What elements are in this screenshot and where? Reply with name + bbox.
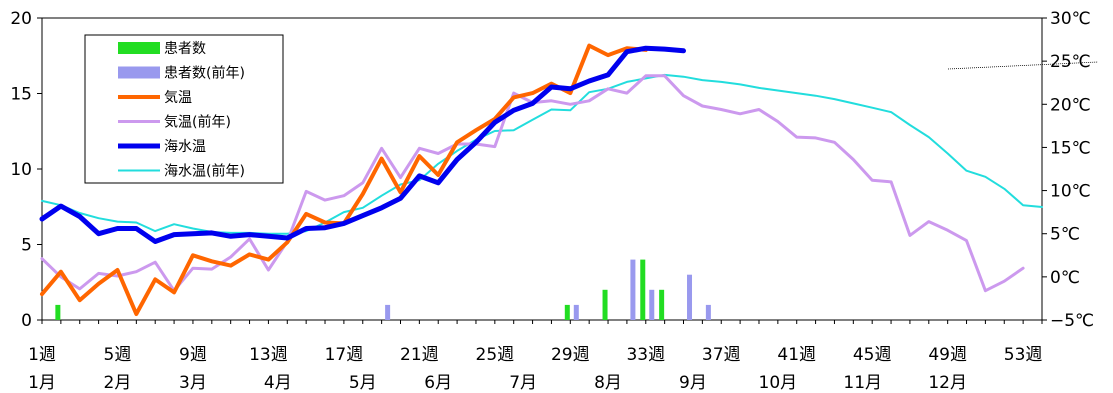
bar-patients-prev [630,259,636,320]
bar-patients-prev [649,289,655,320]
y-left-tick-label: 20 [10,9,32,29]
legend-temperature-prev-label: 気温(前年) [164,114,231,131]
bar-patients-prev [687,274,693,320]
x-month-label: 3月 [179,373,207,393]
y-left-tick-label: 10 [10,160,32,180]
y-right-tick-label: 25℃ [1050,52,1091,72]
bar-patients-prev [705,304,711,320]
x-week-label: 33週 [626,345,665,365]
line-sea-temp [39,45,686,244]
y-right-tick-label: 0℃ [1050,268,1080,288]
x-week-label: 9週 [179,345,207,365]
legend-patients-prev-label: 患者数(前年) [164,65,245,82]
x-month-label: 6月 [424,373,452,393]
bar-patients [55,304,61,320]
y-right-tick-label: 10℃ [1050,182,1091,202]
x-month-label: 8月 [594,373,622,393]
legend-patients-swatch [118,42,160,54]
y-axis-right: −5℃ 0℃ 5℃ 10℃ 15℃ 20℃ 25℃ 30℃ [1042,9,1094,331]
x-week-label: 49週 [928,345,967,365]
y-left-tick-label: 5 [21,236,32,256]
x-week-label: 37週 [702,345,741,365]
x-axis-months: 1月 2月 3月 4月 5月 6月 7月 8月 9月 10月 11月 12月 [28,373,967,393]
x-week-label: 25週 [476,345,515,365]
bar-patients [659,289,665,320]
x-month-label: 10月 [759,373,798,393]
x-week-label: 1週 [28,345,56,365]
x-month-label: 4月 [264,373,292,393]
y-right-tick-label: −5℃ [1050,311,1094,331]
y-right-tick-label: 5℃ [1050,225,1080,245]
bar-patients [564,304,570,320]
x-week-label: 21週 [400,345,439,365]
y-right-tick-label: 20℃ [1050,95,1091,115]
x-axis-weeks: 1週 5週 9週 13週 17週 21週 25週 29週 33週 37週 41週 45週 49週 53週 [28,320,1043,365]
bar-patients [602,289,608,320]
bar-patients-prev [385,304,391,320]
legend-patients-prev-swatch [118,66,160,79]
x-month-label: 12月 [928,373,967,393]
legend-box [84,34,284,184]
bar-patients [640,259,646,320]
x-week-label: 41週 [777,345,816,365]
x-month-label: 7月 [509,373,537,393]
bar-marks [55,259,711,320]
x-month-label: 9月 [679,373,707,393]
x-week-label: 29週 [551,345,590,365]
bar-patients-prev [573,304,579,320]
x-month-label: 1月 [28,373,56,393]
x-month-label: 2月 [104,373,132,393]
x-month-label: 11月 [843,373,882,393]
y-axis-left: 0 5 10 15 20 [10,9,42,331]
x-week-label: 45週 [853,345,892,365]
y-left-tick-label: 0 [21,311,32,331]
x-week-label: 17週 [325,345,364,365]
legend-patients-label: 患者数 [164,41,206,57]
legend-sea-temp-prev-label: 海水温(前年) [164,163,245,180]
x-week-label: 13週 [249,345,288,365]
y-right-tick-label: 30℃ [1050,9,1091,29]
x-week-label: 53週 [1004,345,1043,365]
x-week-label: 5週 [104,345,132,365]
legend-sea-temp-label: 海水温 [164,139,206,155]
x-month-label: 5月 [349,373,377,393]
series-lines [39,43,1043,316]
y-right-tick-label: 15℃ [1050,138,1091,158]
legend-temperature-label: 気温 [164,90,192,106]
y-left-tick-label: 15 [10,85,32,105]
